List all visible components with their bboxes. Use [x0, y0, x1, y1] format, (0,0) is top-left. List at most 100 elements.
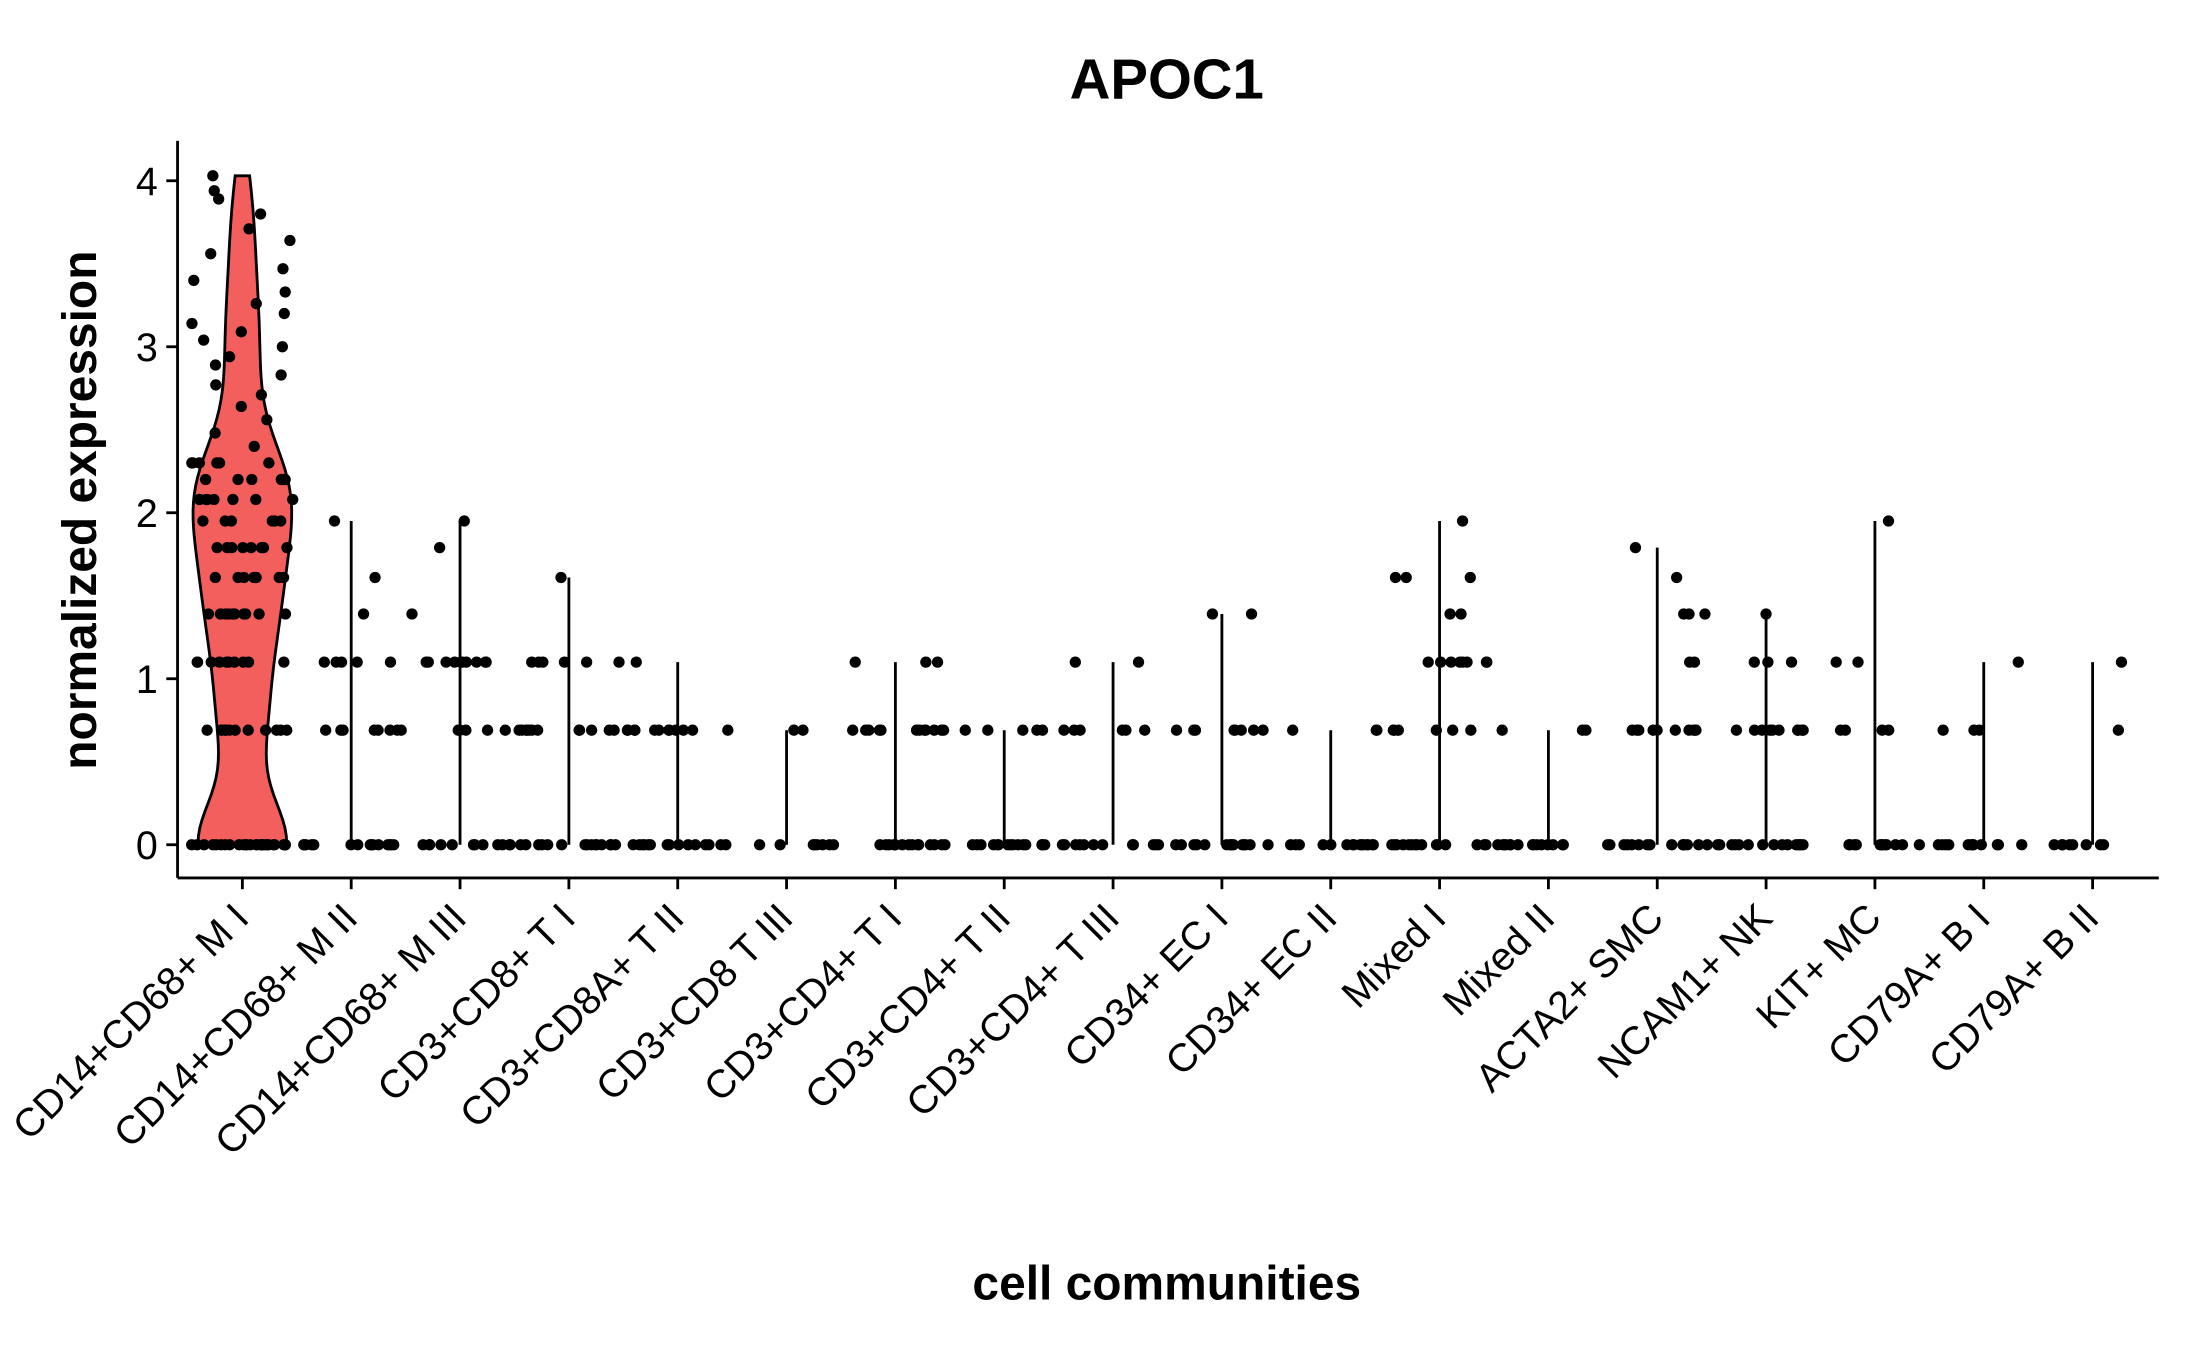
point [1461, 656, 1473, 668]
point [227, 493, 239, 506]
point [1684, 656, 1696, 668]
point [420, 656, 432, 668]
point [357, 608, 370, 620]
point [261, 414, 273, 426]
x-tick-label: CD3+CD8 T III [588, 895, 802, 1109]
point [1206, 608, 1219, 620]
point [663, 724, 675, 736]
point [207, 170, 219, 182]
point [1432, 839, 1444, 851]
point [1876, 839, 1889, 851]
point [273, 571, 285, 584]
point [1189, 724, 1202, 736]
point [873, 724, 886, 736]
point [555, 571, 567, 584]
point [281, 541, 293, 554]
point [912, 839, 925, 851]
point [1991, 839, 2004, 851]
point [1644, 839, 1656, 851]
point [703, 839, 715, 851]
x-axis-title: cell communities [972, 1257, 1361, 1310]
point [1830, 656, 1842, 668]
point [205, 248, 217, 260]
point [211, 541, 223, 554]
point [239, 608, 252, 620]
point [1626, 839, 1638, 851]
point [255, 389, 268, 401]
point [1792, 724, 1804, 736]
point [276, 341, 289, 353]
point [1439, 839, 1452, 851]
point [2012, 656, 2024, 668]
point [219, 608, 232, 620]
point [253, 608, 265, 620]
point [257, 541, 270, 554]
point [199, 473, 212, 486]
point [1170, 724, 1183, 736]
point [1400, 571, 1412, 584]
point [686, 724, 699, 736]
point [888, 839, 900, 851]
point [2112, 724, 2124, 736]
point [2016, 839, 2028, 851]
point [368, 724, 380, 736]
point [959, 724, 971, 736]
point [1058, 724, 1070, 736]
y-tick-label: 1 [136, 658, 158, 702]
point [435, 839, 447, 851]
point [774, 839, 786, 851]
point [1139, 724, 1151, 736]
point [209, 359, 222, 371]
point [250, 571, 262, 584]
point [1580, 724, 1592, 736]
point [1542, 839, 1554, 851]
point [1068, 724, 1080, 736]
point [536, 839, 548, 851]
point [1389, 571, 1402, 584]
point [1496, 724, 1508, 736]
point [277, 263, 289, 275]
point [275, 724, 287, 736]
point [242, 724, 254, 736]
x-tick-label: CD3+CD4+ T I [696, 895, 911, 1110]
point [924, 839, 937, 851]
point [1975, 839, 1987, 851]
point [237, 656, 249, 668]
point [250, 297, 262, 310]
point [229, 724, 241, 736]
point [244, 839, 256, 851]
point [320, 724, 332, 736]
point [364, 839, 376, 851]
point [254, 208, 267, 220]
point [581, 839, 593, 851]
point [1445, 656, 1457, 668]
point [245, 541, 257, 554]
x-tick-label: CD3+CD8+ T I [369, 895, 584, 1110]
point [537, 656, 549, 668]
point [1058, 839, 1071, 851]
point [1199, 839, 1211, 851]
point [1262, 839, 1274, 851]
point [613, 656, 625, 668]
point [243, 223, 255, 235]
point [1666, 839, 1678, 851]
point [1604, 839, 1616, 851]
point [1760, 608, 1772, 620]
point [1701, 839, 1713, 851]
point [1965, 839, 1977, 851]
point [987, 839, 1000, 851]
point [971, 839, 983, 851]
point [433, 541, 446, 554]
point [237, 541, 249, 554]
point [1730, 724, 1743, 736]
point [556, 839, 568, 851]
point [330, 656, 342, 668]
point [573, 724, 586, 736]
point [1190, 839, 1203, 851]
point [198, 839, 210, 851]
point [1039, 839, 1051, 851]
point [318, 656, 330, 668]
point [1693, 839, 1705, 851]
point [1444, 608, 1456, 620]
point [191, 656, 203, 668]
